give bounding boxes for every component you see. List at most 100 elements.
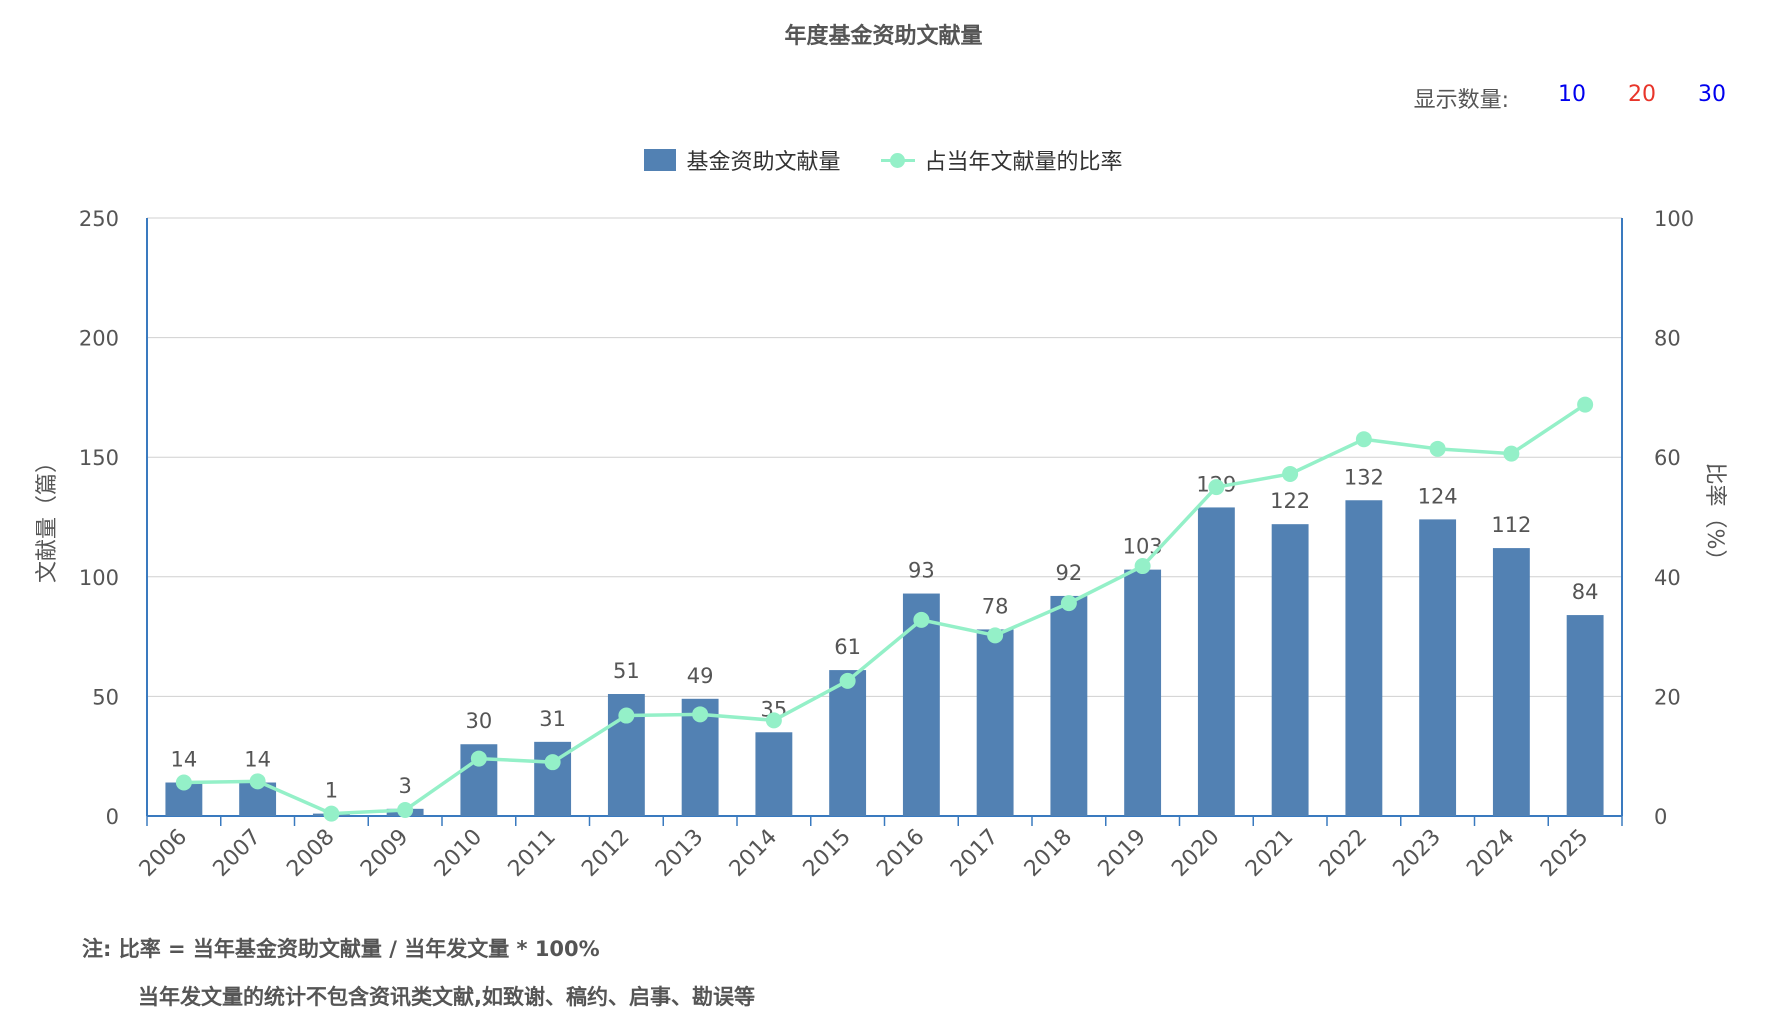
ratio-point [1208, 479, 1225, 496]
x-tick-label: 2022 [1315, 825, 1372, 882]
legend-item-bar[interactable]: 基金资助文献量 [644, 144, 841, 176]
ratio-line [183, 403, 1587, 816]
display-count-selector: 显示数量: 10 20 30 [1414, 82, 1747, 114]
x-tick-label: 2023 [1389, 825, 1446, 882]
ratio-point [1060, 595, 1077, 612]
y-axis-title: 文献量（篇） [35, 451, 60, 583]
x-tick-label: 2011 [504, 825, 561, 882]
x-tick-label: 2025 [1536, 825, 1593, 882]
x-tick-label: 2006 [135, 825, 192, 882]
y-tick-label: 150 [79, 446, 119, 470]
x-tick-label: 2010 [430, 825, 487, 882]
bar-value-label: 112 [1491, 513, 1531, 537]
x-tick-label: 2012 [577, 825, 634, 882]
bar-value-label: 49 [687, 664, 714, 688]
ratio-point [1503, 445, 1520, 462]
legend-bar-swatch [644, 149, 677, 171]
chart-title: 年度基金资助文献量 [784, 24, 983, 49]
x-tick-label: 2013 [651, 825, 708, 882]
note-line-1: 注: 比率 = 当年基金资助文献量 / 当年发文量 * 100% [82, 937, 600, 961]
ratio-point [1134, 558, 1151, 575]
y2-tick-label: 20 [1654, 685, 1681, 709]
y2-axis-title: 比率（%） [1702, 463, 1727, 572]
legend-line-swatch [880, 149, 915, 171]
bar-value-label: 124 [1418, 484, 1458, 508]
chart-notes: 注: 比率 = 当年基金资助文献量 / 当年发文量 * 100% 当年发文量的统… [82, 925, 755, 1021]
bar [1271, 524, 1309, 816]
bar [1050, 595, 1088, 816]
bar-value-label: 61 [834, 635, 861, 659]
bar-value-label: 84 [1572, 580, 1599, 604]
ratio-point [544, 754, 561, 771]
x-tick-label: 2007 [209, 825, 266, 882]
ratio-point [323, 805, 340, 822]
display-count-option-10[interactable]: 10 [1558, 82, 1586, 107]
bar [829, 670, 867, 816]
y-tick-label: 200 [79, 327, 119, 351]
x-tick-label: 2020 [1167, 825, 1224, 882]
x-tick-label: 2016 [872, 825, 929, 882]
legend-bar-label: 基金资助文献量 [686, 150, 841, 175]
display-count-option-20[interactable]: 20 [1628, 82, 1656, 107]
bar [976, 629, 1014, 816]
y-tick-label: 250 [79, 207, 119, 231]
ratio-point [618, 707, 635, 724]
y2-tick-label: 80 [1654, 327, 1681, 351]
ratio-point [1355, 431, 1372, 448]
ratio-point [397, 802, 414, 819]
y2-tick-label: 100 [1654, 207, 1694, 231]
y2-tick-label: 60 [1654, 446, 1681, 470]
ratio-point [1282, 465, 1299, 482]
display-count-option-30[interactable]: 30 [1698, 82, 1726, 107]
x-tick-label: 2009 [356, 825, 413, 882]
bar-value-label: 122 [1270, 489, 1310, 513]
note-line-2: 当年发文量的统计不包含资讯类文献,如致谢、稿约、启事、勘误等 [138, 985, 755, 1009]
x-tick-label: 2014 [725, 825, 782, 882]
x-tick-label: 2019 [1094, 825, 1151, 882]
ratio-point [839, 672, 856, 689]
y2-tick-label: 0 [1654, 805, 1667, 829]
ratio-point [765, 712, 782, 729]
y2-tick-label: 40 [1654, 566, 1681, 590]
bar [1492, 548, 1530, 816]
bar-value-label: 93 [908, 559, 935, 583]
bar-value-label: 14 [244, 748, 271, 772]
bar-value-label: 30 [466, 709, 493, 733]
x-tick-label: 2021 [1241, 825, 1298, 882]
ratio-point [692, 706, 709, 723]
y-tick-label: 100 [79, 566, 119, 590]
bar-value-label: 132 [1344, 465, 1384, 489]
ratio-point [470, 750, 487, 767]
bar [1124, 569, 1162, 816]
y-tick-label: 50 [92, 685, 119, 709]
bar-value-label: 31 [539, 707, 566, 731]
bar-value-label: 14 [171, 748, 198, 772]
bar [1345, 500, 1383, 816]
legend-item-line[interactable]: 占当年文献量的比率 [880, 144, 1123, 176]
bar-value-label: 51 [613, 659, 640, 683]
bar-value-label: 78 [982, 594, 1009, 618]
ratio-point [1429, 440, 1446, 457]
ratio-point [175, 774, 192, 791]
bar-value-label: 3 [398, 774, 411, 798]
x-tick-label: 2018 [1020, 825, 1077, 882]
ratio-point [1577, 396, 1594, 413]
ratio-point [987, 627, 1004, 644]
legend-line-label: 占当年文献量的比率 [924, 150, 1123, 175]
bar [1197, 507, 1235, 816]
x-tick-label: 2024 [1462, 825, 1519, 882]
bar-value-label: 103 [1123, 535, 1163, 559]
ratio-point [249, 773, 266, 790]
bar [755, 732, 793, 816]
display-count-label: 显示数量: [1413, 88, 1509, 113]
chart-legend: 基金资助文献量 占当年文献量的比率 [0, 144, 1767, 176]
x-tick-label: 2017 [946, 825, 1003, 882]
ratio-point [913, 611, 930, 628]
bar-value-label: 1 [325, 779, 338, 803]
bar [1566, 615, 1604, 816]
bar-value-label: 92 [1056, 561, 1083, 585]
y-tick-label: 0 [106, 805, 119, 829]
x-tick-label: 2008 [282, 825, 339, 882]
bar [1419, 519, 1457, 816]
